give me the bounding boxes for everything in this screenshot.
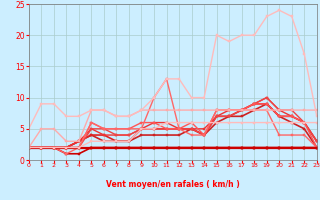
X-axis label: Vent moyen/en rafales ( km/h ): Vent moyen/en rafales ( km/h ) — [106, 180, 240, 189]
